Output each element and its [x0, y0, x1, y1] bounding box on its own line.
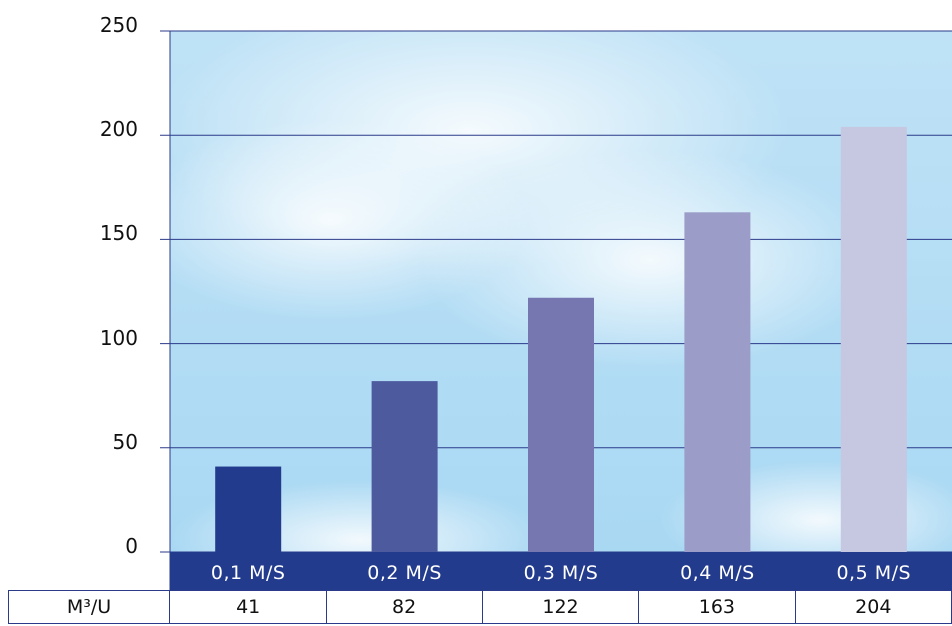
- x-tick-label: 0,3 M/S: [523, 562, 599, 584]
- y-tick-label: 0: [125, 534, 138, 558]
- table-cell: 122: [483, 591, 640, 624]
- bar: [840, 126, 907, 552]
- value-table: M³/U 41 82 122 163 204: [8, 590, 952, 624]
- x-tick-label: 0,1 M/S: [210, 562, 286, 584]
- table-cell: 204: [796, 591, 952, 624]
- table-cell: 163: [639, 591, 796, 624]
- y-tick-label: 50: [112, 429, 138, 454]
- y-tick-label: 100: [99, 325, 138, 350]
- y-tick-label: 150: [99, 221, 138, 246]
- bar: [215, 466, 282, 552]
- bar: [684, 212, 751, 553]
- table-cell: 82: [326, 591, 483, 624]
- x-tick-label: 0,4 M/S: [680, 562, 755, 584]
- table-cell: 41: [170, 591, 328, 624]
- x-tick-label: 0,2 M/S: [367, 562, 442, 584]
- bar: [528, 297, 594, 552]
- y-tick-label: 200: [99, 117, 138, 142]
- category-band: [170, 552, 952, 590]
- y-tick-label: 250: [99, 13, 138, 37]
- x-tick-label: 0,5 M/S: [836, 562, 912, 584]
- bar: [371, 381, 438, 552]
- table-row-label: M³/U: [9, 591, 170, 624]
